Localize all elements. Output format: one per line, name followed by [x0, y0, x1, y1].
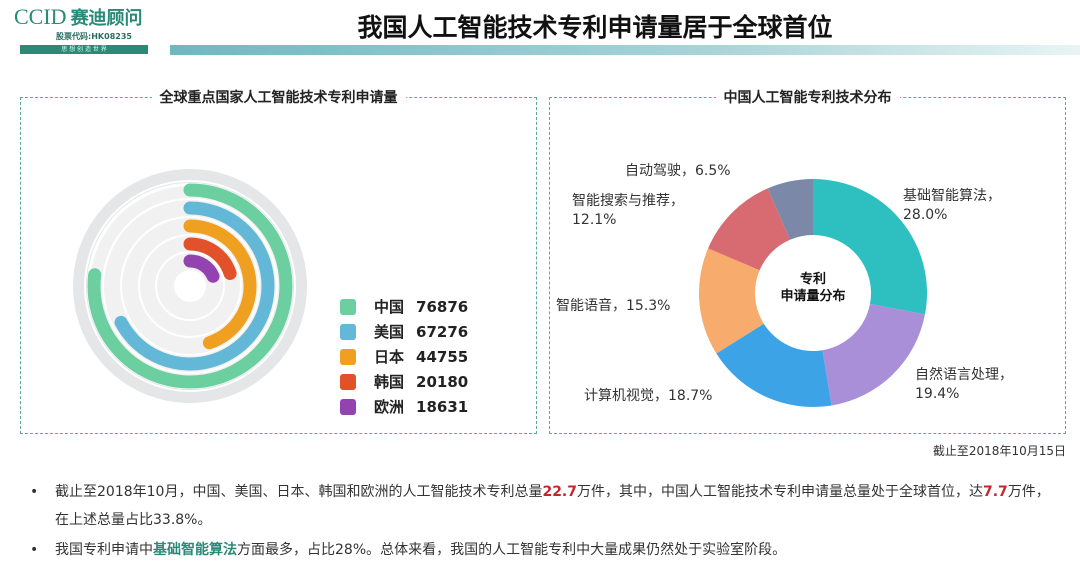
radial-center	[174, 270, 206, 302]
legend-value: 44755	[416, 347, 469, 366]
legend-label: 日本	[374, 348, 405, 366]
radial-separator	[120, 216, 260, 356]
slice-value: 15.3%	[626, 298, 671, 314]
header-bar	[170, 45, 1080, 55]
slice-value: 18.7%	[668, 388, 713, 404]
logo: CCID 赛迪顾问 股票代码:HK08235 思 想 创 造 世 界	[14, 4, 174, 56]
bullet-dot: •	[30, 484, 39, 500]
bullet-text: 万件，其中，中国人工智能技术专利申请量总量处于全球首位，达	[577, 484, 983, 500]
donut-center-label: 专利 申请量分布	[780, 271, 846, 305]
legend-value: 76876	[416, 297, 469, 316]
bullet-text: 我国专利申请中	[55, 542, 153, 558]
slice-value: 19.4%	[915, 386, 960, 402]
legend-swatch	[340, 398, 356, 415]
legend-label: 美国	[374, 323, 405, 341]
left-panel: 全球重点国家人工智能技术专利申请量	[20, 90, 537, 434]
logo-slogan: 思 想 创 造 世 界	[20, 45, 148, 54]
radial-bar-4	[183, 254, 220, 283]
legend-item: 美国 67276	[340, 319, 468, 344]
radial-bar-2	[183, 219, 257, 350]
radial-outer-track	[73, 169, 307, 403]
logo-brand: CCID	[14, 4, 67, 29]
highlight-total: 22.7	[542, 484, 577, 500]
donut-data-label: 自动驾驶，6.5%	[625, 163, 731, 179]
slice-value: 12.1%	[572, 212, 617, 228]
logo-name: 赛迪顾问	[70, 8, 143, 28]
page-title: 我国人工智能技术专利申请量居于全球首位	[357, 13, 833, 42]
legend-swatch	[340, 373, 356, 390]
legend-swatch	[340, 348, 356, 365]
donut-slice-0	[813, 179, 927, 315]
legend-value: 67276	[416, 322, 469, 341]
bullet-dot: •	[30, 542, 39, 558]
slice-category: 智能语音	[556, 298, 612, 314]
slice-value: 6.5%	[695, 163, 731, 179]
date-note: 截止至2018年10月15日	[932, 444, 1066, 458]
legend-swatch	[340, 298, 356, 315]
legend-item: 中国 76876	[340, 294, 468, 319]
donut-data-label: 自然语言处理， 19.4%	[915, 367, 1013, 402]
radial-bar-0	[87, 183, 293, 389]
bullet-text: 方面最多，占比28%。总体来看，我国的人工智能专利中大量成果仍然处于实验室阶段。	[237, 542, 787, 558]
legend-value: 18631	[416, 397, 469, 416]
legend-label: 中国	[374, 298, 405, 316]
donut-slice-1	[822, 303, 925, 406]
donut-data-label: 智能语音，15.3%	[556, 298, 671, 314]
radial-separator	[138, 234, 242, 338]
radial-bar-1	[114, 201, 275, 371]
stock-code: 股票代码:HK08235	[56, 32, 132, 41]
legend-item: 日本 44755	[340, 344, 468, 369]
right-panel: 中国人工智能专利技术分布	[549, 90, 1066, 434]
bullet-2: • 我国专利申请中基础智能算法方面最多，占比28%。总体来看，我国的人工智能专利…	[30, 536, 1060, 564]
legend-label: 韩国	[374, 373, 405, 391]
slice-category: 计算机视觉	[584, 388, 654, 404]
donut-slice-3	[698, 248, 764, 354]
slice-category: 自动驾驶	[625, 163, 681, 179]
center-label-line2: 申请量分布	[780, 289, 846, 304]
donut-slice-5	[767, 178, 813, 240]
slice-value: 28.0%	[903, 207, 948, 223]
donut-slice-2	[716, 323, 832, 408]
radial-separator	[84, 180, 296, 392]
left-panel-title: 全球重点国家人工智能技术专利申请量	[151, 90, 406, 106]
center-label-line1: 专利	[799, 272, 826, 287]
radial-separator	[102, 198, 278, 374]
donut-data-label: 基础智能算法， 28.0%	[903, 188, 1001, 223]
radial-legend: 中国 76876 美国 67276 日本 44755 韩国 20180 欧洲 18631	[340, 294, 468, 419]
legend-swatch	[340, 323, 356, 340]
legend-value: 20180	[416, 372, 469, 391]
donut-data-label: 计算机视觉，18.7%	[584, 388, 713, 404]
radial-separator	[155, 251, 225, 321]
donut-slice-4	[708, 188, 790, 271]
right-panel-title: 中国人工智能专利技术分布	[715, 90, 900, 106]
bullet-1: • 截止至2018年10月，中国、美国、日本、韩国和欧洲的人工智能技术专利总量2…	[30, 478, 1060, 534]
slice-category: 自然语言处理	[915, 367, 999, 383]
highlight-china: 7.7	[983, 484, 1008, 500]
legend-item: 欧洲 18631	[340, 394, 468, 419]
donut-data-label: 智能搜索与推荐， 12.1%	[572, 193, 684, 228]
highlight-algorithm: 基础智能算法	[153, 542, 237, 558]
slice-category: 智能搜索与推荐	[572, 193, 670, 209]
legend-label: 欧洲	[374, 398, 405, 416]
radial-bar-3	[183, 237, 237, 280]
bullet-text: 万件，在上述总量占比33.8%。	[55, 484, 1050, 528]
slice-category: 基础智能算法	[903, 188, 987, 204]
legend-item: 韩国 20180	[340, 369, 468, 394]
bullet-text: 截止至2018年10月，中国、美国、日本、韩国和欧洲的人工智能技术专利总量	[55, 484, 543, 500]
